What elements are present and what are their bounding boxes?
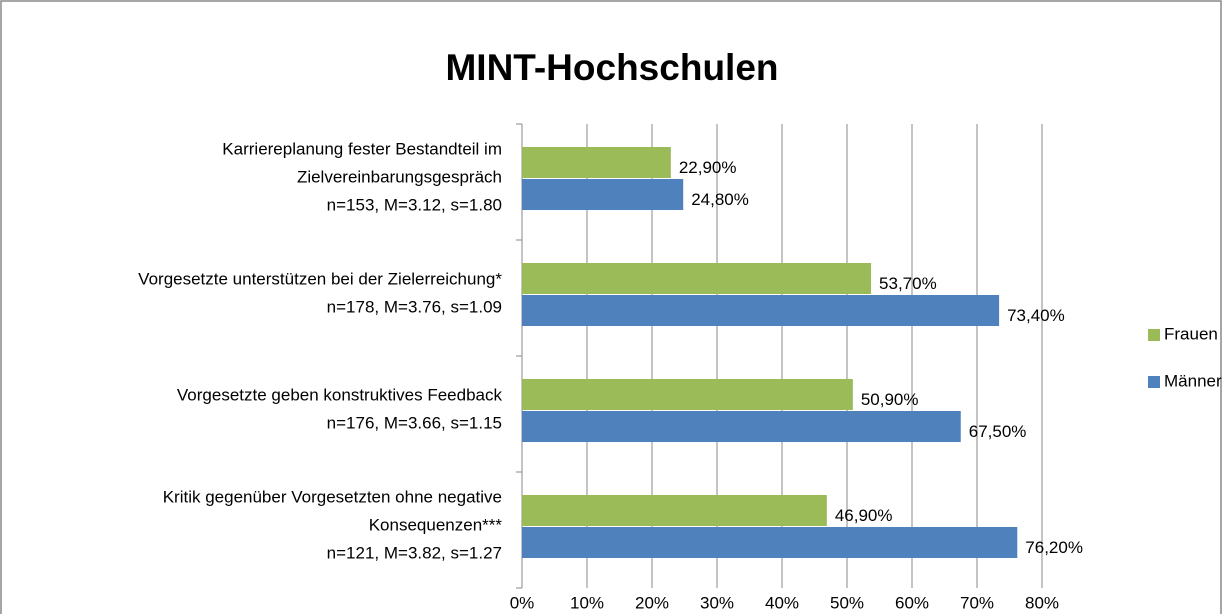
bar <box>522 495 827 526</box>
x-tick-label: 10% <box>570 593 604 612</box>
category-label: Kritik gegenüber Vorgesetzten ohne negat… <box>163 487 502 506</box>
bar <box>522 379 853 410</box>
category-label: Zielvereinbarungsgespräch <box>297 167 502 186</box>
value-label: 53,70% <box>879 274 937 293</box>
x-tick-label: 50% <box>830 593 864 612</box>
value-label: 67,50% <box>969 422 1027 441</box>
legend-label: Frauen <box>1164 324 1218 343</box>
value-label: 73,40% <box>1007 306 1065 325</box>
legend-label: Männer <box>1164 371 1222 390</box>
bar <box>522 411 961 442</box>
chart-title: MINT-Hochschulen <box>445 47 778 88</box>
category-label: n=153, M=3.12, s=1.80 <box>327 195 502 214</box>
value-label: 22,90% <box>679 158 737 177</box>
category-label: n=176, M=3.66, s=1.15 <box>327 413 502 432</box>
category-label: n=121, M=3.82, s=1.27 <box>327 543 502 562</box>
value-label: 50,90% <box>861 390 919 409</box>
x-tick-label: 80% <box>1025 593 1059 612</box>
bar <box>522 147 671 178</box>
category-label: n=178, M=3.76, s=1.09 <box>327 297 502 316</box>
x-tick-label: 20% <box>635 593 669 612</box>
legend-swatch <box>1148 376 1160 388</box>
value-label: 76,20% <box>1025 538 1083 557</box>
bar <box>522 179 684 210</box>
x-tick-label: 30% <box>700 593 734 612</box>
category-label: Vorgesetzte geben konstruktives Feedback <box>177 385 503 404</box>
category-label: Vorgesetzte unterstützen bei der Zielerr… <box>138 269 502 288</box>
x-tick-label: 0% <box>510 593 535 612</box>
bar <box>522 263 872 294</box>
legend-swatch <box>1148 329 1160 341</box>
x-tick-label: 70% <box>960 593 994 612</box>
x-tick-label: 60% <box>895 593 929 612</box>
category-label: Konsequenzen*** <box>369 515 503 534</box>
value-label: 46,90% <box>835 506 893 525</box>
category-label: Karriereplanung fester Bestandteil im <box>222 139 502 158</box>
x-tick-label: 40% <box>765 593 799 612</box>
bar <box>522 295 1000 326</box>
bar <box>522 527 1018 558</box>
value-label: 24,80% <box>691 190 749 209</box>
